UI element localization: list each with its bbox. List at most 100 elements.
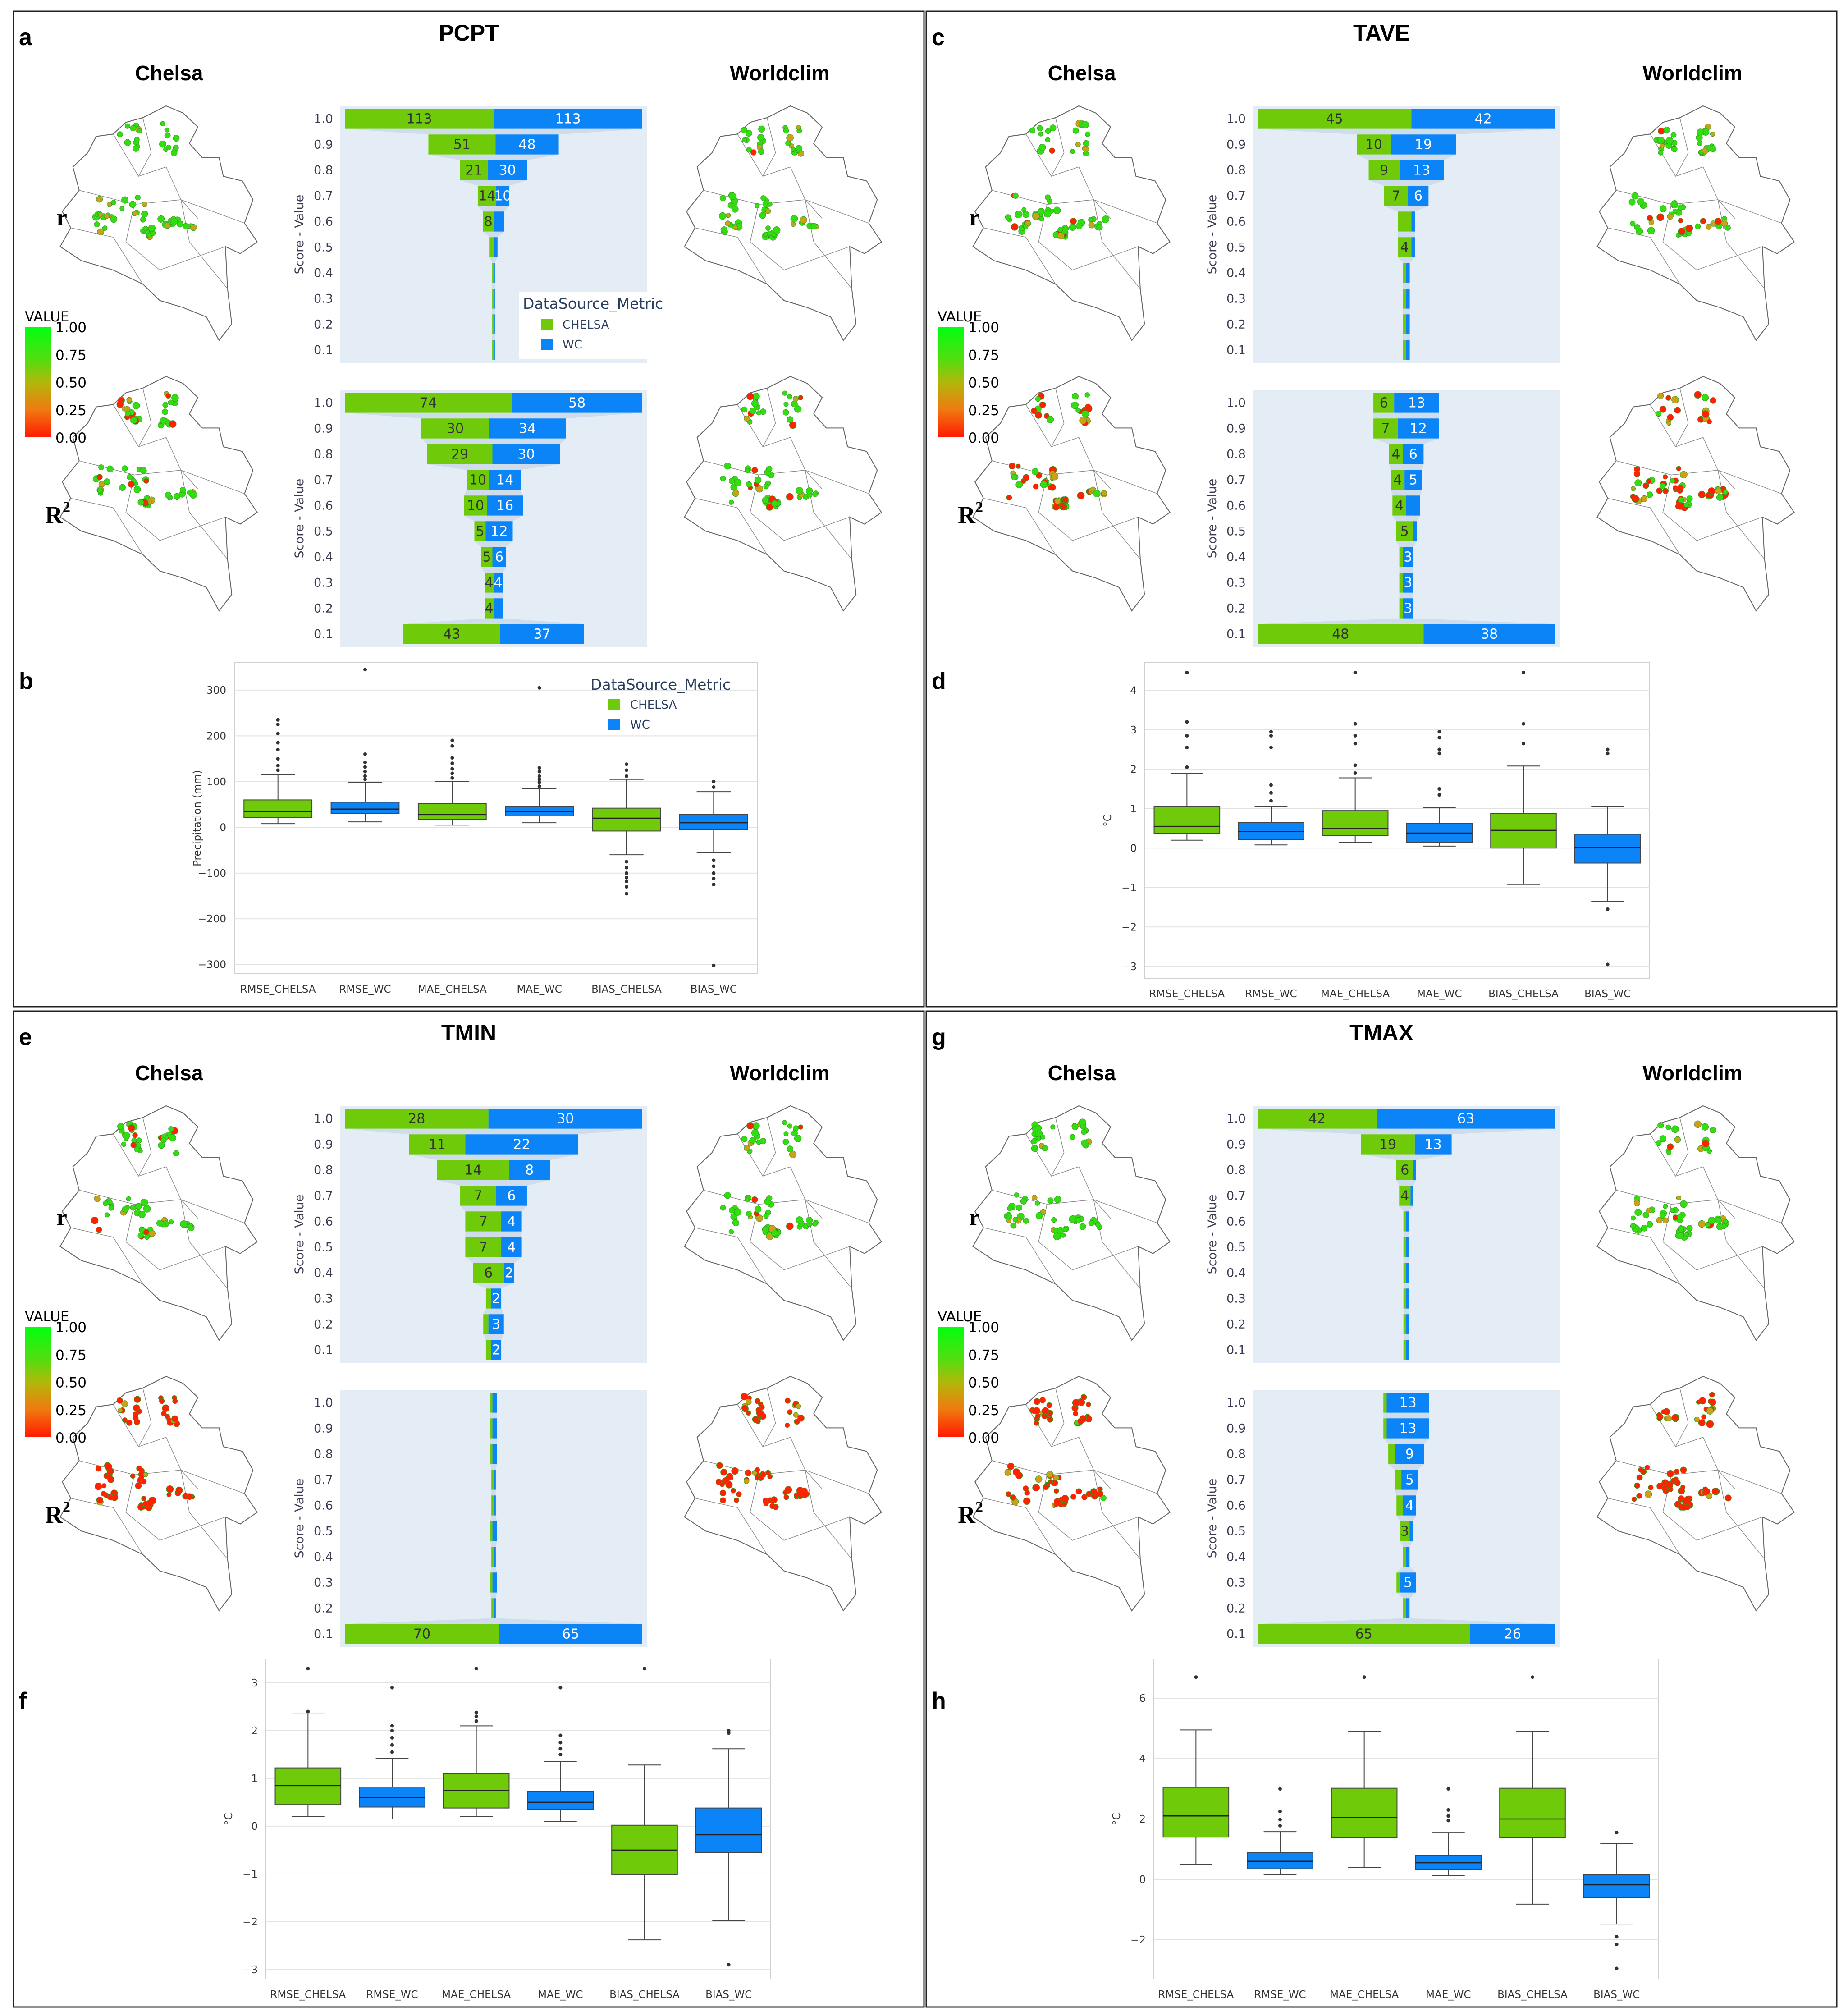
station-point (166, 1485, 174, 1493)
station-point (1657, 393, 1664, 399)
station-point (121, 1400, 128, 1407)
funnel-tick: 1.0 (1226, 1396, 1246, 1410)
station-point (1724, 225, 1731, 231)
station-point (767, 202, 773, 207)
station-point (107, 1476, 114, 1483)
funnel-bar-wc (494, 109, 642, 129)
funnel-tick: 0.9 (1226, 1422, 1246, 1436)
flier (625, 875, 628, 880)
funnel-label-chelsa: 4 (1393, 472, 1402, 488)
station-point (1031, 408, 1038, 414)
station-point (782, 1490, 788, 1495)
station-point (742, 137, 747, 143)
station-point (726, 1473, 733, 1480)
station-point (95, 1465, 102, 1472)
y-axis-label: Precipitation (mm) (192, 770, 203, 866)
funnel-label-chelsa: 7 (1392, 188, 1400, 204)
funnel-bar-wc (500, 624, 584, 644)
department-border (750, 1204, 850, 1270)
station-point (1097, 1490, 1104, 1497)
flier (625, 885, 628, 889)
station-point (143, 1229, 149, 1235)
panel-title: PCPT (439, 20, 499, 46)
box (695, 1807, 762, 1853)
station-point (763, 232, 768, 237)
worldclim-label: Worldclim (1642, 61, 1743, 85)
funnel-tick: 0.4 (1226, 1266, 1246, 1280)
station-point (1006, 495, 1012, 501)
station-point (1671, 1414, 1679, 1421)
y-axis-label: °C (223, 1813, 235, 1825)
station-point (1633, 1200, 1640, 1206)
station-point (1670, 132, 1677, 138)
flier (1353, 763, 1357, 767)
y-tick: 3 (1130, 724, 1137, 736)
funnel-bar-wc (496, 186, 510, 206)
colorbar-title: VALUE (938, 309, 982, 325)
station-point (746, 1122, 754, 1130)
station-point (1659, 1212, 1666, 1219)
funnel-label-chelsa: 70 (413, 1627, 430, 1642)
station-point (766, 503, 773, 511)
funnel-bar-chelsa (345, 1109, 489, 1129)
station-point (1685, 225, 1693, 232)
station-point (166, 1492, 172, 1497)
station-point (164, 132, 171, 139)
station-point (783, 128, 789, 134)
row-label-r: r (56, 1204, 67, 1231)
funnel-connector (1258, 1618, 1555, 1624)
plot-area (1144, 662, 1650, 979)
station-point (1100, 1495, 1107, 1501)
funnel-tick: 0.4 (314, 1550, 333, 1564)
funnel-bar-wc (492, 1393, 497, 1413)
station-point (180, 1220, 188, 1228)
station-point (1070, 218, 1077, 225)
funnel-bar-chelsa (1361, 1134, 1415, 1155)
funnel-bar-wc (494, 263, 495, 283)
funnel-label-chelsa: 3 (1400, 1524, 1409, 1539)
funnel-label-wc: 12 (490, 524, 508, 540)
funnel-bar-chelsa (1403, 1237, 1406, 1257)
row-label-r: r (56, 204, 67, 231)
flier (1531, 1675, 1534, 1679)
x-tick: MAE_CHELSA (418, 984, 487, 995)
station-point (720, 476, 726, 481)
funnel-bar-wc (501, 1237, 522, 1257)
station-point (1045, 128, 1051, 134)
funnel-label-wc: 8 (525, 1163, 534, 1178)
station-point (1054, 1196, 1061, 1203)
flier (625, 774, 628, 778)
flier (363, 752, 367, 756)
funnel-bar-wc (509, 1160, 550, 1180)
funnel-bar-wc (485, 521, 513, 541)
station-point (1716, 494, 1724, 501)
flier (1353, 733, 1357, 738)
station-point (1631, 192, 1639, 200)
flier (558, 1752, 563, 1756)
funnel-label-chelsa: 11 (429, 1137, 446, 1153)
department-border (695, 1227, 768, 1284)
station-point (133, 1419, 140, 1425)
station-point (1657, 137, 1665, 144)
station-point (762, 1226, 769, 1233)
flier (276, 718, 280, 722)
funnel-tick: 0.3 (1226, 576, 1246, 590)
funnel-connector (490, 1567, 497, 1573)
station-point (1006, 1491, 1011, 1497)
station-point (732, 206, 739, 213)
station-point (1011, 223, 1019, 231)
flier (712, 883, 716, 887)
funnel-bar-chelsa (1383, 1393, 1387, 1413)
y-tick: 2 (1139, 1814, 1146, 1825)
funnel-tick: 0.1 (314, 628, 333, 641)
station-point (157, 215, 165, 223)
station-point (796, 145, 803, 152)
station-point (1680, 1200, 1688, 1208)
funnel-connector (490, 1592, 497, 1599)
station-point (137, 499, 144, 506)
station-point (1034, 1398, 1041, 1405)
funnel-bar-chelsa (460, 1186, 496, 1206)
station-point (1676, 1232, 1684, 1239)
x-tick: MAE_WC (1417, 988, 1462, 1000)
station-point (135, 194, 141, 201)
